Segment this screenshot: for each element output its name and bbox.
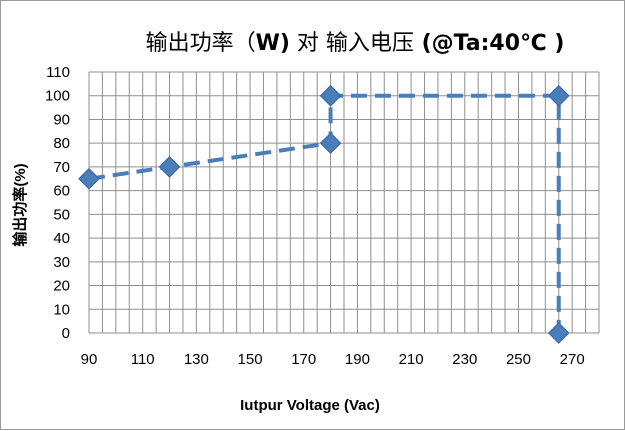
- x-tick-label: 190: [345, 351, 370, 368]
- grid-layer: [88, 71, 600, 334]
- x-tick-label: 150: [238, 351, 263, 368]
- chart-title: 输出功率（W) 对 输入电压 (@Ta:40℃ ): [146, 31, 565, 56]
- axis-layer: [88, 72, 599, 334]
- y-axis-label: 输出功率(%): [11, 163, 29, 246]
- series-line: [88, 93, 561, 333]
- x-tick-label: 230: [452, 351, 477, 368]
- series-layer: [78, 84, 570, 344]
- y-tick-label: 40: [53, 230, 70, 247]
- chart-title-part-1: 输出功率（: [146, 31, 256, 56]
- x-tick-label: 270: [560, 351, 585, 368]
- x-tick-label: 90: [81, 351, 98, 368]
- x-axis-label: Iutpur Voltage (Vac): [240, 397, 380, 414]
- y-tick-label: 20: [53, 278, 70, 295]
- data-point-marker: [319, 84, 342, 107]
- x-tick-label: 210: [399, 351, 424, 368]
- chart-title-part-4: (@Ta:40: [414, 31, 520, 56]
- y-tick-label: 110: [46, 64, 70, 81]
- data-point-marker: [547, 322, 570, 344]
- tick-layer: 90 110 130 150 170 190 210 230 250 270 0 10 20 30 40 50…: [45, 64, 585, 368]
- chart-title-part-3: 对 输入电压: [290, 31, 414, 56]
- y-tick-label: 10: [53, 301, 70, 318]
- y-tick-label: 70: [53, 159, 70, 176]
- chart-title-part-5: ℃ ): [520, 31, 564, 56]
- x-tick-label: 130: [184, 351, 209, 368]
- y-tick-label: 30: [53, 254, 70, 271]
- data-point-marker: [78, 167, 100, 190]
- y-tick-label: 0: [62, 325, 70, 342]
- data-point-marker: [158, 156, 181, 178]
- data-point-marker: [547, 84, 570, 107]
- x-tick-label: 110: [131, 351, 155, 368]
- data-point-marker: [319, 132, 342, 155]
- y-tick-label: 80: [53, 135, 70, 152]
- y-tick-label: 100: [45, 88, 70, 105]
- x-tick-label: 250: [506, 351, 531, 368]
- chart-title-part-2: W): [256, 31, 290, 56]
- y-tick-label: 90: [53, 111, 70, 128]
- y-tick-label: 60: [53, 183, 70, 200]
- x-tick-label: 170: [291, 351, 316, 368]
- y-tick-label: 50: [53, 206, 70, 223]
